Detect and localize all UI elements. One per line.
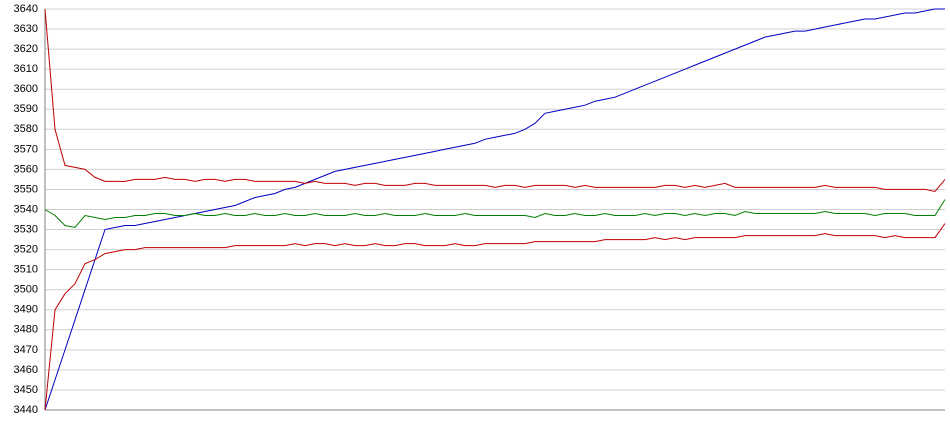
y-tick-label: 3450 [14, 384, 38, 396]
y-tick-label: 3590 [14, 103, 38, 115]
y-tick-label: 3600 [14, 83, 38, 95]
y-tick-label: 3550 [14, 183, 38, 195]
y-tick-label: 3490 [14, 304, 38, 316]
y-tick-label: 3460 [14, 364, 38, 376]
y-tick-label: 3500 [14, 284, 38, 296]
y-tick-label: 3620 [14, 43, 38, 55]
y-tick-label: 3560 [14, 163, 38, 175]
series-line [44, 223, 946, 411]
y-tick-label: 3530 [14, 223, 38, 235]
y-tick-label: 3580 [14, 123, 38, 135]
y-tick-label: 3480 [14, 324, 38, 336]
y-tick-label: 3440 [14, 404, 38, 416]
y-tick-label: 3570 [14, 143, 38, 155]
y-tick-label: 3610 [14, 63, 38, 75]
y-tick-label: 3510 [14, 264, 38, 276]
y-tick-label: 3470 [14, 344, 38, 356]
series-line [44, 8, 946, 193]
series-line [44, 199, 946, 229]
y-tick-label: 3630 [14, 23, 38, 35]
y-tick-label: 3640 [14, 3, 38, 15]
y-tick-label: 3540 [14, 203, 38, 215]
y-tick-label: 3520 [14, 244, 38, 256]
